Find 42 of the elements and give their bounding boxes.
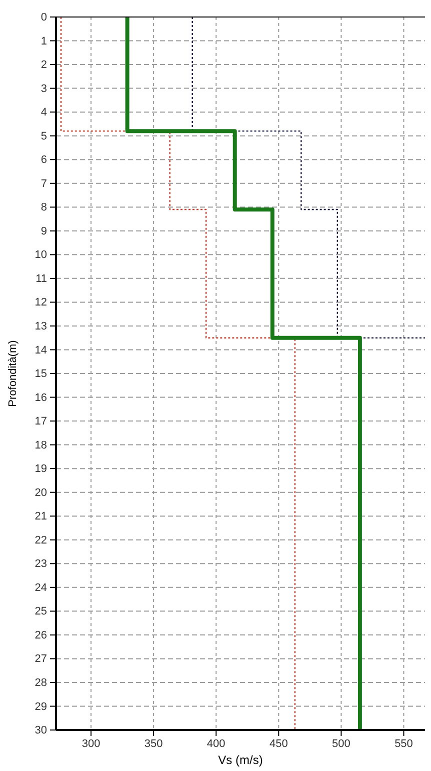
x-tick-label: 350 xyxy=(144,738,163,750)
y-tick-label: 29 xyxy=(34,700,47,713)
x-tick-label: 550 xyxy=(394,738,413,750)
y-tick-label: 1 xyxy=(40,35,47,48)
y-tick-label: 18 xyxy=(34,439,47,452)
y-tick-label: 28 xyxy=(34,676,47,689)
y-tick-label: 12 xyxy=(34,296,47,309)
y-tick-label: 2 xyxy=(40,59,47,72)
y-tick-label: 9 xyxy=(40,225,47,238)
line-series xyxy=(192,16,426,338)
y-tick-label: 4 xyxy=(40,106,47,119)
line-series xyxy=(125,15,362,732)
y-tick-label: 30 xyxy=(34,724,47,737)
x-axis-title: Vs (m/s) xyxy=(218,753,263,767)
y-tick-label: 5 xyxy=(40,130,47,142)
y-tick-label: 20 xyxy=(34,486,47,499)
y-tick-label: 17 xyxy=(34,416,47,428)
y-axis-title: Profondità(m) xyxy=(7,340,19,407)
x-tick-label: 300 xyxy=(82,738,100,750)
y-tick-label: 27 xyxy=(34,653,47,666)
y-tick-label: 21 xyxy=(34,510,47,523)
line-series xyxy=(60,16,296,731)
y-tick-label: 14 xyxy=(34,344,47,356)
x-tick-label: 500 xyxy=(332,738,350,750)
y-tick-label: 10 xyxy=(34,249,47,262)
y-tick-label: 3 xyxy=(40,82,47,95)
y-tick-label: 19 xyxy=(34,463,47,476)
y-tick-label: 23 xyxy=(34,558,47,570)
y-tick-label: 15 xyxy=(34,368,47,380)
x-tick-label: 450 xyxy=(269,738,288,750)
y-tick-label: 6 xyxy=(40,154,47,166)
y-tick-label: 26 xyxy=(34,629,47,642)
y-tick-label: 8 xyxy=(40,202,47,214)
y-tick-label: 0 xyxy=(40,12,47,24)
y-tick-label: 11 xyxy=(36,272,47,285)
y-tick-label: 22 xyxy=(34,534,47,546)
y-tick-label: 13 xyxy=(34,320,47,332)
y-tick-label: 7 xyxy=(40,178,47,190)
y-tick-label: 16 xyxy=(34,392,47,404)
y-tick-label: 24 xyxy=(34,582,47,594)
x-tick-label: 400 xyxy=(206,738,226,750)
y-tick-label: 25 xyxy=(34,606,47,618)
